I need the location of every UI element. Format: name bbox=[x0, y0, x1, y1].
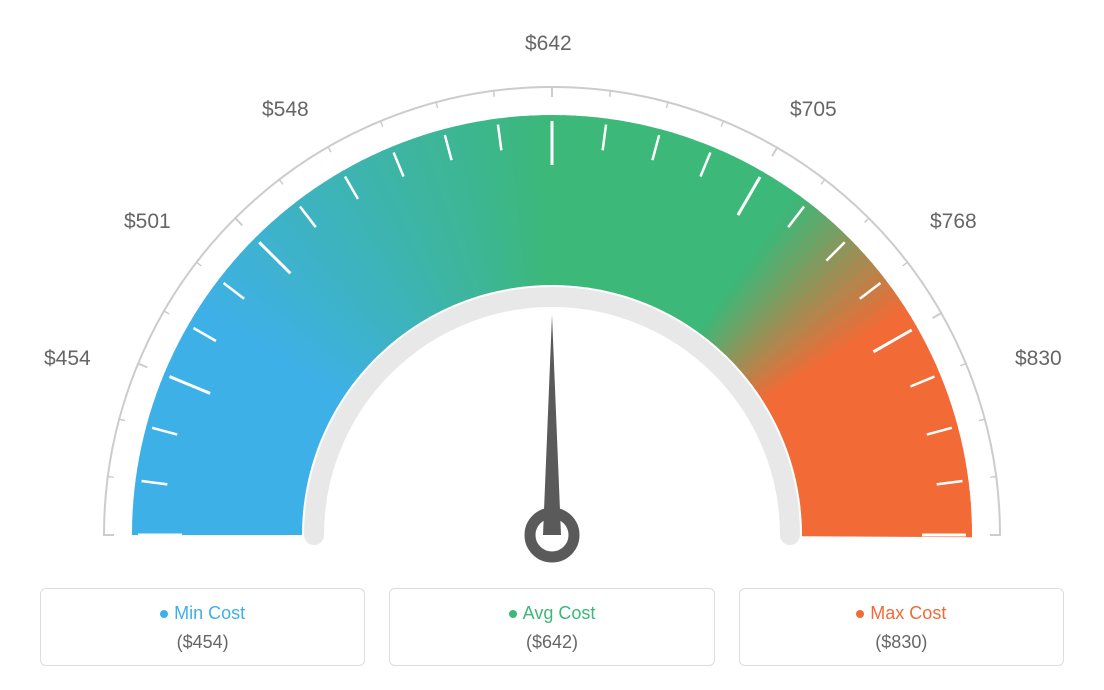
dot-icon bbox=[856, 610, 864, 618]
gauge-tick-label: $705 bbox=[790, 98, 837, 122]
legend-card-max: Max Cost ($830) bbox=[739, 588, 1064, 666]
legend-value-max: ($830) bbox=[748, 632, 1055, 653]
dot-icon bbox=[509, 610, 517, 618]
legend-value-avg: ($642) bbox=[398, 632, 705, 653]
gauge-tick-label: $768 bbox=[930, 210, 977, 234]
legend-card-avg: Avg Cost ($642) bbox=[389, 588, 714, 666]
legend-title-min: Min Cost bbox=[49, 603, 356, 624]
gauge-tick-label: $454 bbox=[44, 347, 91, 371]
legend-title-avg: Avg Cost bbox=[398, 603, 705, 624]
legend-row: Min Cost ($454) Avg Cost ($642) Max Cost… bbox=[40, 588, 1064, 666]
legend-value-min: ($454) bbox=[49, 632, 356, 653]
legend-label-max: Max Cost bbox=[870, 603, 946, 623]
legend-label-min: Min Cost bbox=[174, 603, 245, 623]
dot-icon bbox=[160, 610, 168, 618]
legend-title-max: Max Cost bbox=[748, 603, 1055, 624]
gauge-tick-label: $548 bbox=[262, 98, 309, 122]
legend-label-avg: Avg Cost bbox=[523, 603, 596, 623]
gauge-chart bbox=[0, 10, 1104, 570]
gauge-tick-label: $642 bbox=[525, 32, 572, 56]
gauge-tick-label: $501 bbox=[124, 210, 171, 234]
cost-gauge-container: $454 $501 $548 $642 $705 $768 $830 Min Cost ($… bbox=[0, 0, 1104, 690]
legend-card-min: Min Cost ($454) bbox=[40, 588, 365, 666]
gauge-tick-label: $830 bbox=[1015, 347, 1062, 371]
